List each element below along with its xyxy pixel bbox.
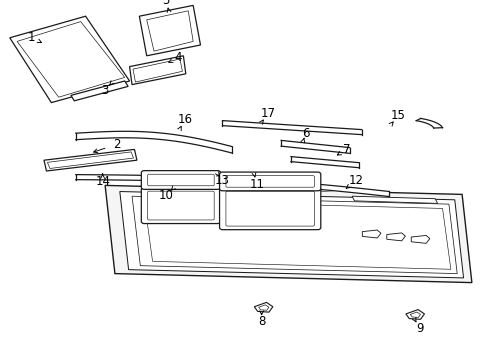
Polygon shape (410, 235, 429, 243)
Text: 11: 11 (249, 178, 264, 191)
FancyBboxPatch shape (219, 172, 320, 191)
Text: 8: 8 (257, 315, 265, 328)
Text: 12: 12 (348, 174, 363, 187)
Text: 10: 10 (159, 189, 173, 202)
Text: 15: 15 (390, 109, 405, 122)
Polygon shape (351, 196, 437, 203)
Polygon shape (10, 16, 129, 103)
Polygon shape (44, 149, 137, 171)
Polygon shape (105, 185, 471, 283)
Text: 17: 17 (260, 107, 275, 120)
Text: 9: 9 (415, 322, 423, 335)
FancyBboxPatch shape (141, 171, 220, 189)
Polygon shape (405, 310, 424, 319)
Text: 2: 2 (113, 138, 121, 150)
Text: 4: 4 (174, 51, 182, 64)
Text: 16: 16 (177, 113, 192, 126)
Polygon shape (254, 302, 272, 312)
FancyBboxPatch shape (141, 188, 220, 224)
Text: 1: 1 (28, 31, 36, 44)
Text: 6: 6 (301, 127, 309, 140)
Polygon shape (71, 81, 128, 101)
Polygon shape (362, 230, 380, 238)
Polygon shape (129, 56, 185, 85)
Text: 5: 5 (162, 0, 170, 7)
Text: 7: 7 (343, 143, 350, 156)
Polygon shape (120, 192, 463, 278)
Polygon shape (139, 5, 200, 56)
Text: 3: 3 (101, 84, 109, 96)
Text: 14: 14 (95, 175, 110, 188)
Polygon shape (386, 233, 405, 241)
Text: 13: 13 (215, 174, 229, 187)
Polygon shape (415, 118, 442, 128)
FancyBboxPatch shape (219, 188, 320, 230)
